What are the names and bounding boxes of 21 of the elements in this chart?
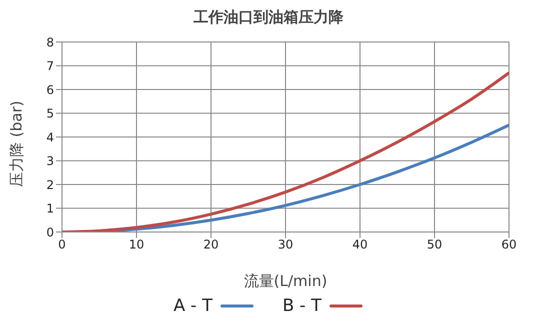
x-tick-label: 60 <box>501 238 517 252</box>
x-tick-label: 20 <box>203 238 219 252</box>
y-tick-label: 4 <box>46 130 54 144</box>
y-axis-title: 压力降 (bar) <box>7 100 26 187</box>
y-tick-label: 8 <box>46 35 54 50</box>
x-tick-label: 10 <box>128 238 144 252</box>
y-tick-label: 3 <box>46 154 54 168</box>
y-tick-label: 6 <box>46 82 54 97</box>
x-tick-label: 50 <box>426 238 442 252</box>
legend-label: B - T <box>282 296 322 316</box>
chart-title: 工作油口到油箱压力降 <box>192 8 344 28</box>
x-tick-label: 30 <box>278 238 294 252</box>
y-tick-label: 2 <box>46 178 54 192</box>
x-tick-label: 40 <box>352 238 368 252</box>
y-tick-label: 7 <box>46 59 54 74</box>
y-tick-label: 0 <box>46 225 54 240</box>
y-tick-label: 5 <box>46 106 54 121</box>
y-tick-label: 1 <box>46 202 54 216</box>
x-tick-label: 0 <box>58 238 66 252</box>
x-axis-title: 流量(L/min) <box>244 272 328 290</box>
legend-label: A - T <box>174 296 212 316</box>
